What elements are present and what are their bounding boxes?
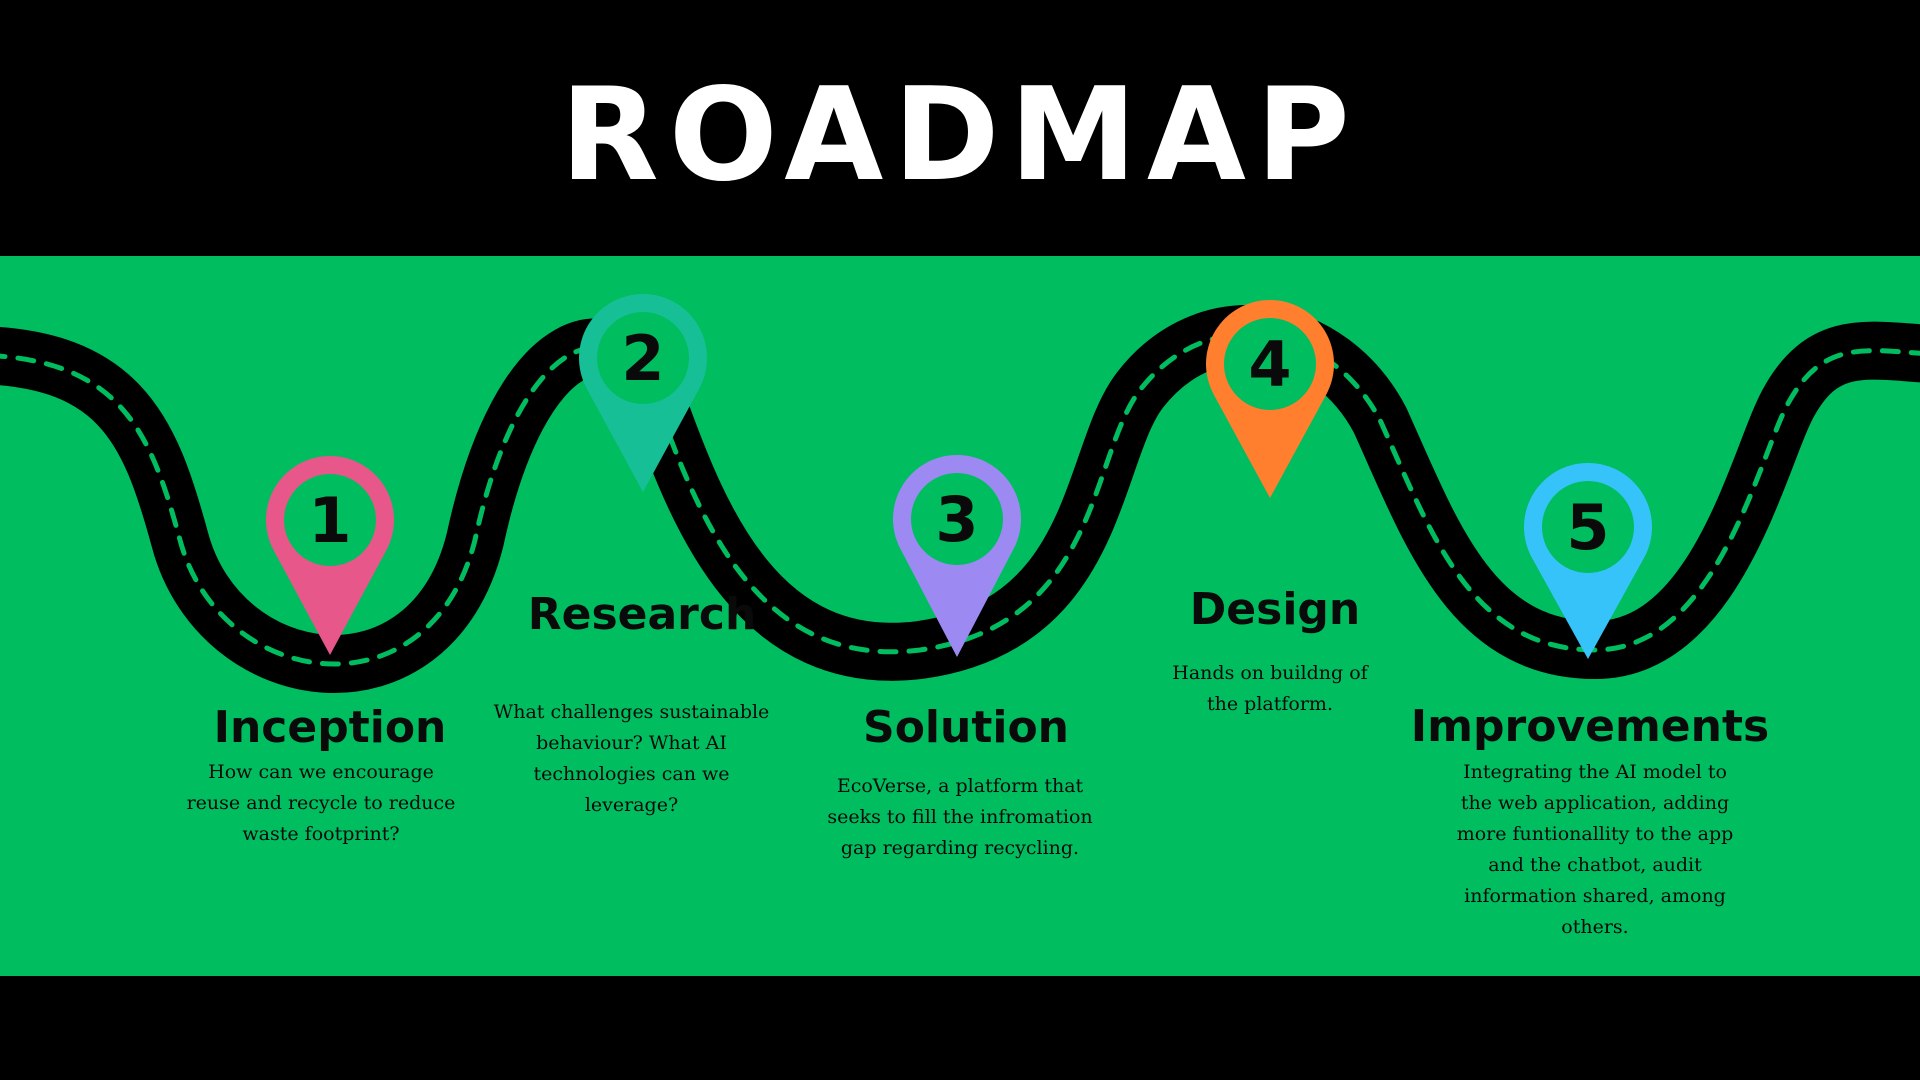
map-pin-1-icon: 1 (266, 456, 395, 655)
step-5-description: Integrating the AI model to the web appl… (1456, 761, 1734, 938)
step-2-description: What challenges sustainable behaviour? W… (493, 701, 770, 816)
map-pin-1-center (284, 474, 376, 566)
step-2-title: Research (527, 589, 757, 640)
step-3-title: Solution (863, 702, 1069, 753)
step-4-title: Design (1189, 584, 1361, 635)
step-4-number: 4 (1248, 328, 1291, 401)
step-3-number: 3 (935, 483, 978, 556)
step-1-description: How can we encourage reuse and recycle t… (186, 761, 456, 845)
step-1-title: Inception (213, 702, 447, 753)
map-pin-4-icon: 4 (1206, 299, 1334, 498)
map-pin-2-center (597, 312, 689, 404)
bottom-band (0, 976, 1920, 1080)
road-center-dashes (0, 331, 1920, 667)
map-pin-5-center (1542, 481, 1634, 573)
map-pin-4-center (1224, 318, 1316, 410)
step-3-description: EcoVerse, a platform that seeks to fill … (827, 775, 1093, 859)
map-pin-5-icon: 5 (1524, 462, 1653, 659)
map-pin-3-icon: 3 (893, 455, 1021, 657)
step-2-number: 2 (621, 322, 664, 395)
title-band (0, 0, 1920, 256)
step-5-title: Improvements (1410, 701, 1770, 752)
page-title: ROADMAP (560, 61, 1360, 210)
step-4-description: Hands on buildng of the platform. (1172, 662, 1368, 715)
map-pin-2-icon: 2 (579, 293, 707, 492)
map-pin-3-center (911, 473, 1003, 565)
step-5-number: 5 (1566, 491, 1609, 564)
step-1-number: 1 (308, 484, 351, 557)
